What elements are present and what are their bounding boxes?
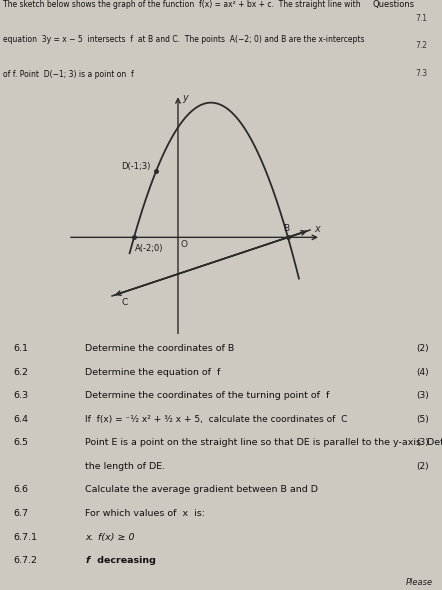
Text: 6.1: 6.1 bbox=[13, 344, 28, 353]
Text: Point E is a point on the straight line so that DE is parallel to the y-axis. De: Point E is a point on the straight line … bbox=[85, 438, 442, 447]
Text: equation  3y = x − 5  intersects  f  at B and C.  The points  A(−2; 0) and B are: equation 3y = x − 5 intersects f at B an… bbox=[4, 35, 365, 44]
Text: x: x bbox=[314, 224, 320, 234]
Text: Determine the equation of  f: Determine the equation of f bbox=[85, 368, 221, 376]
Text: f: f bbox=[85, 556, 89, 565]
Text: Please: Please bbox=[406, 578, 433, 588]
Text: D(-1;3): D(-1;3) bbox=[121, 162, 150, 171]
Text: Determine the coordinates of the turning point of  f: Determine the coordinates of the turning… bbox=[85, 391, 330, 400]
Text: O: O bbox=[180, 240, 187, 249]
Text: Determine the coordinates of B: Determine the coordinates of B bbox=[85, 344, 235, 353]
Text: 6.2: 6.2 bbox=[13, 368, 28, 376]
Text: (2): (2) bbox=[416, 344, 429, 353]
Text: y: y bbox=[183, 93, 188, 103]
Text: 7.3: 7.3 bbox=[415, 68, 427, 78]
Text: 6.4: 6.4 bbox=[13, 415, 28, 424]
Text: 7.1: 7.1 bbox=[415, 14, 427, 23]
Text: If  f(x) = ⁻¹⁄₂ x² + ³⁄₂ x + 5,  calculate the coordinates of  C: If f(x) = ⁻¹⁄₂ x² + ³⁄₂ x + 5, calculate… bbox=[85, 415, 348, 424]
Text: f(x) ≥ 0: f(x) ≥ 0 bbox=[99, 533, 135, 542]
Text: The sketch below shows the graph of the function  f(x) = ax² + bx + c.  The stra: The sketch below shows the graph of the … bbox=[4, 0, 361, 9]
Text: the length of DE.: the length of DE. bbox=[85, 462, 165, 471]
Text: 6.6: 6.6 bbox=[13, 486, 28, 494]
Text: 6.3: 6.3 bbox=[13, 391, 28, 400]
Text: (3): (3) bbox=[416, 391, 429, 400]
Text: 6.7.2: 6.7.2 bbox=[13, 556, 37, 565]
Text: 7.2: 7.2 bbox=[415, 41, 427, 50]
Text: 6.5: 6.5 bbox=[13, 438, 28, 447]
Text: Questions: Questions bbox=[372, 0, 415, 9]
Text: 6.7: 6.7 bbox=[13, 509, 28, 518]
Text: 6.7.1: 6.7.1 bbox=[13, 533, 37, 542]
Text: For which values of  x  is:: For which values of x is: bbox=[85, 509, 206, 518]
Text: decreasing: decreasing bbox=[94, 556, 156, 565]
Text: A(-2;0): A(-2;0) bbox=[135, 244, 164, 253]
Text: C: C bbox=[122, 297, 128, 307]
Text: of f. Point  D(−1; 3) is a point on  f: of f. Point D(−1; 3) is a point on f bbox=[4, 70, 134, 78]
Text: B: B bbox=[284, 224, 290, 232]
Text: (2): (2) bbox=[416, 462, 429, 471]
Text: Calculate the average gradient between B and D: Calculate the average gradient between B… bbox=[85, 486, 318, 494]
Text: (4): (4) bbox=[416, 368, 429, 376]
Text: x.: x. bbox=[85, 533, 94, 542]
Text: (3): (3) bbox=[416, 438, 429, 447]
Text: (5): (5) bbox=[416, 415, 429, 424]
